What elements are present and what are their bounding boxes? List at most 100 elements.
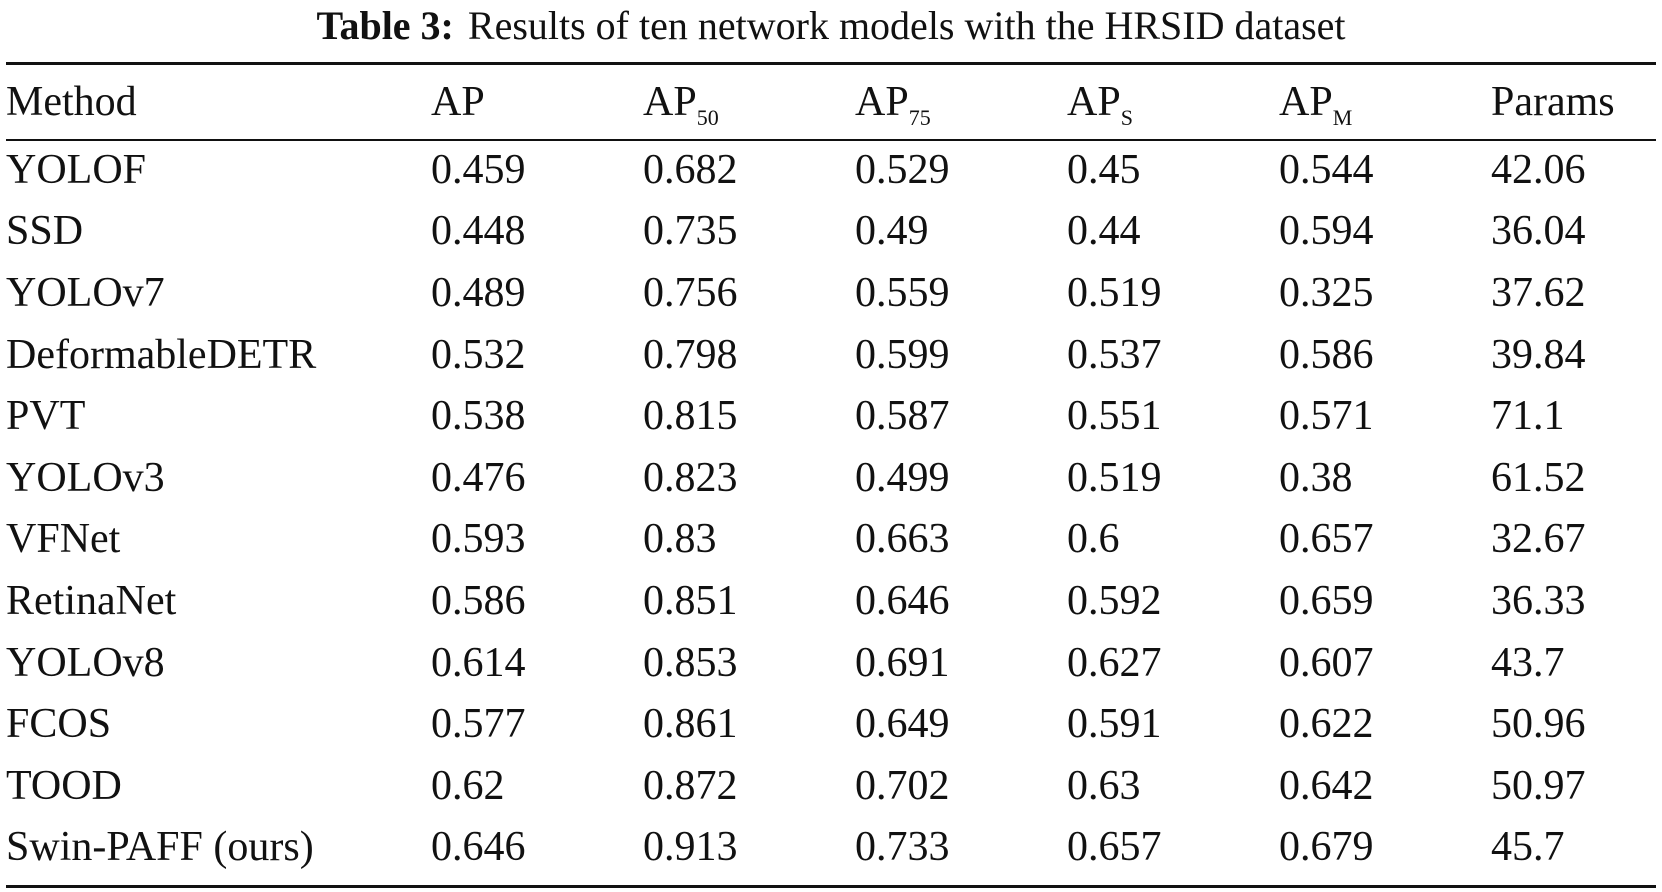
metric-value-cell: 0.735 xyxy=(643,208,738,255)
table-row: YOLOv8 0.614 0.853 0.691 0.627 0.607 43.7 xyxy=(6,632,1656,694)
metric-value-cell: 0.798 xyxy=(643,331,738,378)
method-name-cell: YOLOv8 xyxy=(6,639,165,686)
table-row: RetinaNet 0.586 0.851 0.646 0.592 0.659 36.33 xyxy=(6,570,1656,632)
metric-value-cell: 0.657 xyxy=(1067,824,1162,871)
column-header-label: AP xyxy=(643,79,697,125)
metric-value-cell: 0.38 xyxy=(1279,454,1353,501)
metric-value-cell: 0.691 xyxy=(855,639,950,686)
column-header: AP xyxy=(431,65,643,139)
method-name-cell: SSD xyxy=(6,208,84,255)
metric-value-cell: 0.49 xyxy=(855,208,929,255)
metric-value-cell: 0.679 xyxy=(1279,824,1374,871)
column-header-label: AP xyxy=(1279,79,1333,125)
metric-value-cell: 0.733 xyxy=(855,824,950,871)
table-row: SSD 0.448 0.735 0.49 0.44 0.594 36.04 xyxy=(6,201,1656,263)
metric-value-cell: 0.44 xyxy=(1067,208,1141,255)
metric-value-cell: 0.913 xyxy=(643,824,738,871)
metric-value-cell: 0.532 xyxy=(431,331,526,378)
metric-value-cell: 39.84 xyxy=(1491,331,1586,378)
table-row: YOLOv3 0.476 0.823 0.499 0.519 0.38 61.52 xyxy=(6,447,1656,509)
metric-value-cell: 0.499 xyxy=(855,454,950,501)
metric-value-cell: 0.851 xyxy=(643,577,738,624)
metric-value-cell: 50.97 xyxy=(1491,762,1586,809)
metric-value-cell: 0.592 xyxy=(1067,577,1162,624)
table-header: Method AP AP50 AP75 APS APM Params xyxy=(6,65,1656,139)
column-header-subscript: M xyxy=(1332,105,1353,130)
metric-value-cell: 0.489 xyxy=(431,269,526,316)
metric-value-cell: 0.646 xyxy=(855,577,950,624)
metric-value-cell: 0.663 xyxy=(855,516,950,563)
metric-value-cell: 0.571 xyxy=(1279,393,1374,440)
metric-value-cell: 0.659 xyxy=(1279,577,1374,624)
metric-value-cell: 0.642 xyxy=(1279,762,1374,809)
metric-value-cell: 0.519 xyxy=(1067,454,1162,501)
metric-value-cell: 0.593 xyxy=(431,516,526,563)
metric-value-cell: 0.815 xyxy=(643,393,738,440)
metric-value-cell: 43.7 xyxy=(1491,639,1565,686)
metric-value-cell: 0.83 xyxy=(643,516,717,563)
metric-value-cell: 0.538 xyxy=(431,393,526,440)
header-row: Method AP AP50 AP75 APS APM Params xyxy=(6,65,1656,139)
method-name-cell: RetinaNet xyxy=(6,577,177,624)
column-header-label: AP xyxy=(431,79,485,125)
method-name-cell: YOLOv3 xyxy=(6,454,165,501)
metric-value-cell: 37.62 xyxy=(1491,269,1586,316)
metric-value-cell: 0.861 xyxy=(643,701,738,748)
metric-value-cell: 0.591 xyxy=(1067,701,1162,748)
metric-value-cell: 0.325 xyxy=(1279,269,1374,316)
column-header: AP50 xyxy=(643,65,855,139)
metric-value-cell: 0.823 xyxy=(643,454,738,501)
metric-value-cell: 0.587 xyxy=(855,393,950,440)
column-header-subscript: 75 xyxy=(908,105,931,130)
table-caption-text: Results of ten network models with the H… xyxy=(467,3,1346,48)
metric-value-cell: 0.6 xyxy=(1067,516,1120,563)
metric-value-cell: 36.04 xyxy=(1491,208,1586,255)
metric-value-cell: 0.577 xyxy=(431,701,526,748)
column-header: APM xyxy=(1279,65,1491,139)
metric-value-cell: 36.33 xyxy=(1491,577,1586,624)
metric-value-cell: 0.544 xyxy=(1279,146,1374,193)
metric-value-cell: 0.614 xyxy=(431,639,526,686)
method-name-cell: YOLOF xyxy=(6,146,147,193)
metric-value-cell: 0.476 xyxy=(431,454,526,501)
metric-value-cell: 61.52 xyxy=(1491,454,1586,501)
table-row: YOLOF 0.459 0.682 0.529 0.45 0.544 42.06 xyxy=(6,139,1656,201)
method-name-cell: FCOS xyxy=(6,701,112,748)
metric-value-cell: 71.1 xyxy=(1491,393,1565,440)
table-row: TOOD 0.62 0.872 0.702 0.63 0.642 50.97 xyxy=(6,755,1656,817)
metric-value-cell: 0.594 xyxy=(1279,208,1374,255)
metric-value-cell: 0.622 xyxy=(1279,701,1374,748)
metric-value-cell: 0.586 xyxy=(1279,331,1374,378)
results-table: Method AP AP50 AP75 APS APM Params YOLOF 0.459 0… xyxy=(6,65,1656,878)
metric-value-cell: 0.519 xyxy=(1067,269,1162,316)
metric-value-cell: 0.646 xyxy=(431,824,526,871)
column-header: APS xyxy=(1067,65,1279,139)
column-header: AP75 xyxy=(855,65,1067,139)
metric-value-cell: 32.67 xyxy=(1491,516,1586,563)
column-header-label: Method xyxy=(6,79,137,125)
column-header-label: AP xyxy=(1067,79,1121,125)
metric-value-cell: 45.7 xyxy=(1491,824,1565,871)
column-header: Method xyxy=(6,65,431,139)
metric-value-cell: 0.756 xyxy=(643,269,738,316)
metric-value-cell: 0.586 xyxy=(431,577,526,624)
table-row: PVT 0.538 0.815 0.587 0.551 0.571 71.1 xyxy=(6,385,1656,447)
table-bottom-rule xyxy=(6,885,1656,888)
table-header-rule xyxy=(6,139,1656,141)
metric-value-cell: 50.96 xyxy=(1491,701,1586,748)
metric-value-cell: 0.607 xyxy=(1279,639,1374,686)
method-name-cell: VFNet xyxy=(6,516,121,563)
metric-value-cell: 0.657 xyxy=(1279,516,1374,563)
metric-value-cell: 0.448 xyxy=(431,208,526,255)
table-body: YOLOF 0.459 0.682 0.529 0.45 0.544 42.06 SSD 0.4… xyxy=(6,139,1656,878)
table-row: YOLOv7 0.489 0.756 0.559 0.519 0.325 37.62 xyxy=(6,262,1656,324)
metric-value-cell: 0.627 xyxy=(1067,639,1162,686)
metric-value-cell: 42.06 xyxy=(1491,146,1586,193)
metric-value-cell: 0.63 xyxy=(1067,762,1141,809)
table-row: FCOS 0.577 0.861 0.649 0.591 0.622 50.96 xyxy=(6,693,1656,755)
metric-value-cell: 0.45 xyxy=(1067,146,1141,193)
table-row: VFNet 0.593 0.83 0.663 0.6 0.657 32.67 xyxy=(6,509,1656,571)
table-row: Swin-PAFF (ours) 0.646 0.913 0.733 0.657 0.67… xyxy=(6,817,1656,879)
metric-value-cell: 0.559 xyxy=(855,269,950,316)
metric-value-cell: 0.872 xyxy=(643,762,738,809)
